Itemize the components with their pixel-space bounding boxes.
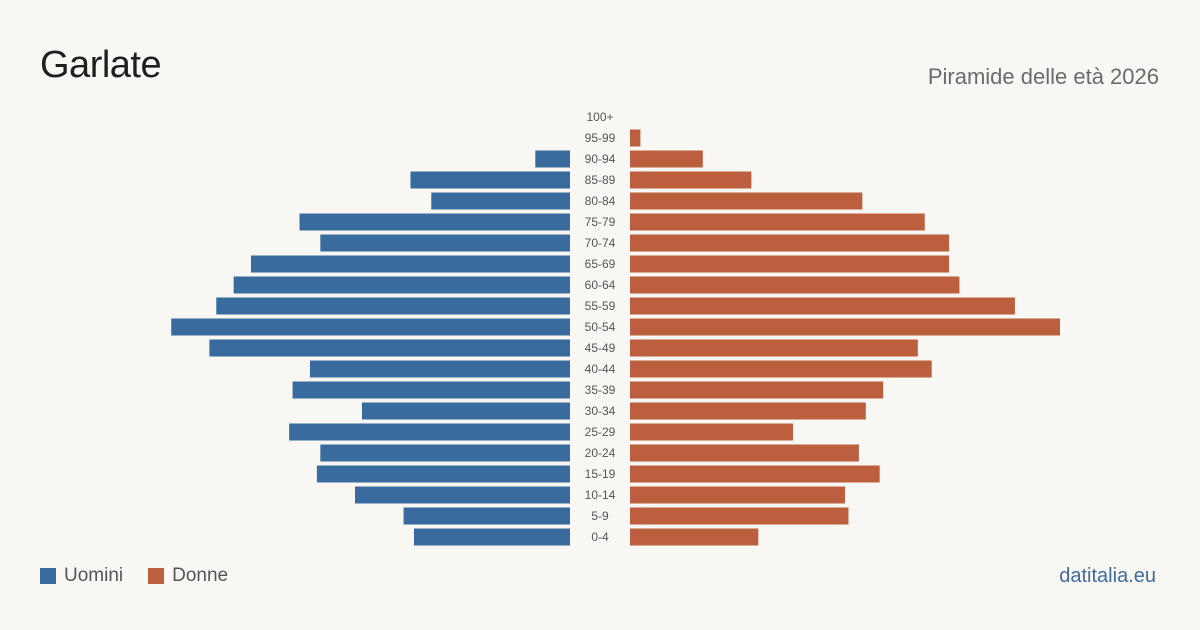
- bar-men-30-34: [361, 402, 570, 420]
- bar-men-75-79: [299, 213, 570, 231]
- bar-men-20-24: [320, 444, 570, 462]
- age-label-15-19: 15-19: [585, 467, 616, 481]
- legend-item-women: Donne: [148, 565, 228, 587]
- legend-item-men: Uomini: [40, 565, 123, 587]
- bar-men-60-64: [233, 276, 570, 294]
- bar-men-25-29: [289, 423, 570, 441]
- bar-men-35-39: [292, 381, 570, 399]
- age-label-35-39: 35-39: [585, 383, 616, 397]
- age-label-45-49: 45-49: [585, 341, 616, 355]
- age-label-90-94: 90-94: [585, 152, 616, 166]
- bar-men-50-54: [171, 318, 571, 336]
- bar-women-30-34: [630, 402, 866, 420]
- age-label-95-99: 95-99: [585, 131, 616, 145]
- age-label-20-24: 20-24: [585, 446, 616, 460]
- age-label-65-69: 65-69: [585, 257, 616, 271]
- age-label-5-9: 5-9: [591, 509, 609, 523]
- bar-women-90-94: [630, 150, 703, 168]
- bar-women-40-44: [630, 360, 932, 378]
- bar-women-75-79: [630, 213, 925, 231]
- bar-women-20-24: [630, 444, 859, 462]
- bar-women-25-29: [630, 423, 793, 441]
- bar-women-55-59: [630, 297, 1015, 315]
- bar-men-5-9: [403, 507, 570, 525]
- bar-men-0-4: [413, 528, 570, 546]
- bar-men-65-69: [250, 255, 570, 273]
- bar-women-80-84: [630, 192, 863, 210]
- age-label-75-79: 75-79: [585, 215, 616, 229]
- age-label-0-4: 0-4: [591, 530, 609, 544]
- age-label-85-89: 85-89: [585, 173, 616, 187]
- bar-women-60-64: [630, 276, 960, 294]
- age-label-40-44: 40-44: [585, 362, 616, 376]
- bar-men-70-74: [320, 234, 570, 252]
- bar-women-10-14: [630, 486, 845, 504]
- age-label-100plus: 100+: [586, 110, 613, 124]
- bar-women-0-4: [630, 528, 759, 546]
- chart-subtitle: Piramide delle età 2026: [927, 64, 1159, 89]
- age-label-60-64: 60-64: [585, 278, 616, 292]
- age-label-55-59: 55-59: [585, 299, 616, 313]
- bar-men-85-89: [410, 171, 570, 189]
- bar-women-65-69: [630, 255, 950, 273]
- chart-title: Garlate: [40, 44, 162, 86]
- legend-swatch-women: [148, 568, 165, 584]
- source-link[interactable]: datitalia.eu: [1059, 565, 1156, 587]
- bar-men-40-44: [309, 360, 570, 378]
- bar-women-45-49: [630, 339, 918, 357]
- bar-women-50-54: [630, 318, 1060, 336]
- age-label-10-14: 10-14: [585, 488, 616, 502]
- legend-label-men: Uomini: [64, 565, 124, 586]
- age-label-30-34: 30-34: [585, 404, 616, 418]
- bar-men-90-94: [535, 150, 570, 168]
- bar-men-15-19: [316, 465, 570, 483]
- legend-swatch-men: [40, 568, 56, 584]
- age-label-70-74: 70-74: [585, 236, 616, 250]
- bar-women-15-19: [630, 465, 880, 483]
- age-label-50-54: 50-54: [585, 320, 616, 334]
- bar-women-85-89: [630, 171, 752, 189]
- legend: Uomini Donne: [40, 565, 253, 587]
- bar-men-10-14: [355, 486, 570, 504]
- bar-men-45-49: [209, 339, 570, 357]
- bar-men-80-84: [431, 192, 570, 210]
- bar-women-95-99: [630, 129, 641, 147]
- bar-women-5-9: [630, 507, 849, 525]
- bar-men-55-59: [216, 297, 570, 315]
- legend-label-women: Donne: [172, 565, 229, 586]
- age-label-80-84: 80-84: [585, 194, 616, 208]
- bar-women-70-74: [630, 234, 950, 252]
- bar-women-35-39: [630, 381, 884, 399]
- age-label-25-29: 25-29: [585, 425, 616, 439]
